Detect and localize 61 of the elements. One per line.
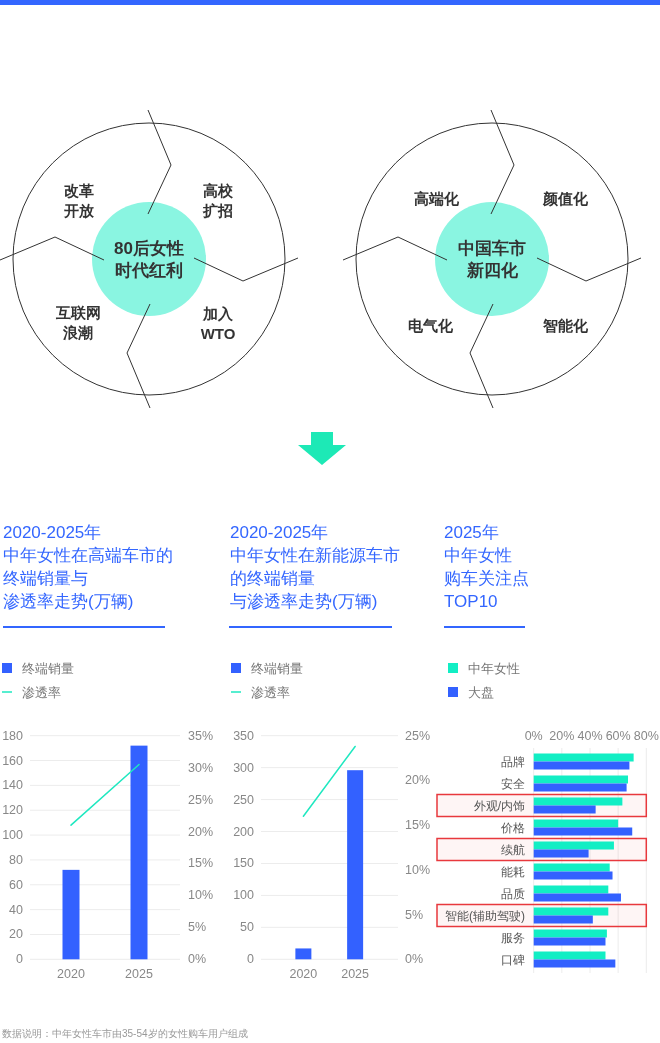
category-label: 2025 [341, 967, 370, 981]
category-label: 品牌 [501, 754, 525, 769]
category-label: 服务 [501, 930, 525, 945]
category-label: 2020 [289, 967, 318, 981]
category-label: 智能(辅助驾驶) [445, 908, 525, 923]
category-label: 能耗 [501, 864, 525, 879]
category-label: 安全 [501, 776, 525, 791]
tick-label: 140 [2, 778, 23, 793]
legend-label: 渗透率 [251, 684, 290, 700]
tick-label: 35% [188, 728, 214, 743]
tick-label: 30% [188, 760, 214, 775]
tick-label: 250 [233, 792, 254, 807]
legend-label: 大盘 [468, 684, 494, 700]
tick-label: 160 [2, 753, 23, 768]
title: 2025年中年女性购车关注点TOP10 [444, 522, 529, 611]
tick-label: 15% [188, 856, 214, 871]
title: 2020-2025年中年女性在高端车市的终端销量与渗透率走势(万辆) [3, 522, 173, 611]
legend-label: 渗透率 [22, 684, 61, 700]
tick-label: 40% [577, 729, 603, 743]
tick-label: 80 [9, 852, 23, 867]
category-label: 2025 [125, 967, 153, 981]
tick-label: 0 [247, 952, 254, 967]
tick-label: 120 [2, 803, 23, 818]
tick-label: 5% [188, 920, 207, 935]
legend-label: 中年女性 [468, 660, 520, 676]
tick-label: 20 [9, 927, 23, 942]
category-label: 外观/内饰 [473, 798, 525, 813]
tick-label: 15% [405, 818, 431, 833]
tick-label: 25% [188, 792, 214, 807]
legend-label: 终端销量 [251, 660, 303, 676]
tick-label: 0% [405, 952, 424, 967]
tick-label: 180 [2, 728, 23, 743]
category-label: 价格 [501, 820, 525, 835]
tick-label: 20% [188, 824, 214, 839]
category-label: 口碑 [501, 952, 525, 967]
category-label: 品质 [501, 886, 525, 901]
tick-label: 0 [16, 952, 23, 967]
tick-label: 50 [240, 920, 254, 935]
title: 2020-2025年中年女性在新能源车市的终端销量与渗透率走势(万辆) [230, 522, 400, 611]
tick-label: 60 [9, 877, 23, 892]
tick-label: 150 [233, 856, 254, 871]
tick-label: 5% [405, 907, 424, 922]
tick-label: 10% [405, 862, 431, 877]
tick-label: 80% [633, 729, 659, 743]
tick-label: 60% [605, 729, 631, 743]
tick-label: 0% [524, 729, 543, 743]
tick-label: 200 [233, 824, 254, 839]
category-label: 2020 [57, 967, 85, 981]
tick-label: 20% [549, 729, 575, 743]
category-label: 续航 [501, 842, 525, 857]
tick-label: 100 [2, 828, 23, 843]
tick-label: 350 [233, 728, 254, 743]
tick-label: 0% [188, 952, 207, 967]
tick-label: 10% [188, 888, 214, 903]
tick-label: 25% [405, 728, 431, 743]
tick-label: 40 [9, 902, 23, 917]
annotation: 数据说明：中年女性车市由35-54岁的女性购车用户组成 [2, 1028, 248, 1039]
legend-label: 终端销量 [22, 660, 74, 676]
tick-label: 100 [233, 888, 254, 903]
tick-label: 300 [233, 760, 254, 775]
tick-label: 20% [405, 773, 431, 788]
